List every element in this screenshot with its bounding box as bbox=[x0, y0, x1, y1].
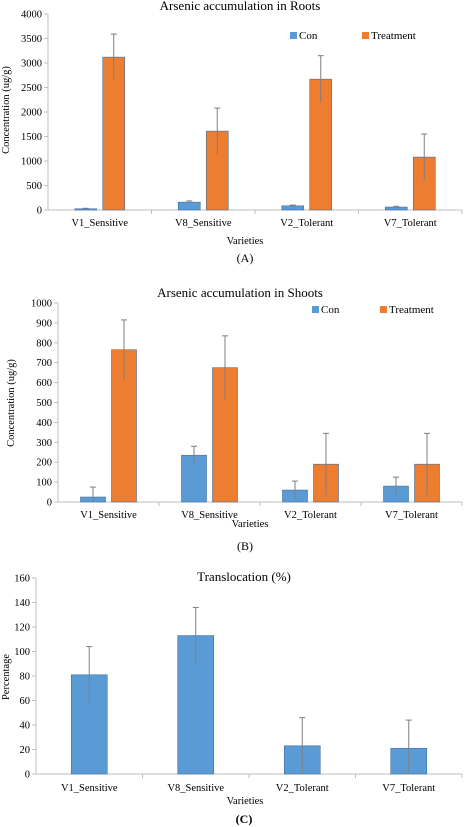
y-tick-label: 0 bbox=[25, 770, 30, 781]
x-axis-label: Varieties bbox=[227, 236, 264, 247]
y-tick-label: 2000 bbox=[21, 108, 42, 119]
x-tick-label: V7_Tolerant bbox=[384, 218, 437, 229]
chart-translocation: Translocation (%) Percentage Varieties (… bbox=[1, 569, 291, 826]
y-tick-label: 0 bbox=[37, 206, 42, 217]
chart-2-marks: 0 20 40 60 80 100 120 140 160 V1_Sensitive V8_Sens… bbox=[14, 574, 463, 794]
y-tick-label: 4000 bbox=[21, 10, 42, 21]
chart-title: Arsenic accumulation in Shoots bbox=[157, 285, 323, 300]
y-tick-label: 400 bbox=[36, 418, 52, 429]
panel-label: (C) bbox=[236, 812, 253, 826]
y-tick-label: 800 bbox=[36, 338, 52, 349]
y-tick-label: 160 bbox=[14, 574, 30, 585]
x-tick-label: V2_Tolerant bbox=[276, 783, 329, 794]
chart-roots: Arsenic accumulation in Roots Concentrat… bbox=[1, 0, 416, 265]
chart-title: Arsenic accumulation in Roots bbox=[160, 0, 321, 13]
y-tick-label: 3500 bbox=[21, 34, 42, 45]
chart-shoots: Arsenic accumulation in Shoots Concentra… bbox=[6, 285, 434, 553]
x-tick-label: V7_Tolerant bbox=[385, 510, 438, 521]
legend-label-treatment: Treatment bbox=[371, 30, 416, 42]
y-tick-label: 1000 bbox=[31, 299, 52, 310]
legend-label-con: Con bbox=[321, 304, 340, 316]
y-tick-label: 140 bbox=[14, 598, 30, 609]
legend-swatch-treatment bbox=[380, 306, 387, 313]
y-tick-label: 3000 bbox=[21, 59, 42, 70]
chart-title: Translocation (%) bbox=[197, 569, 291, 584]
legend-label-treatment: Treatment bbox=[389, 304, 434, 316]
x-tick-label: V2_Tolerant bbox=[284, 510, 337, 521]
y-tick-label: 600 bbox=[36, 378, 52, 389]
y-tick-label: 300 bbox=[36, 438, 52, 449]
legend: Con Treatment bbox=[312, 304, 434, 316]
x-tick-label: V2_Tolerant bbox=[280, 218, 333, 229]
y-tick-label: 40 bbox=[20, 721, 31, 732]
y-tick-label: 200 bbox=[36, 458, 52, 469]
y-axis-label: Percentage bbox=[1, 654, 12, 700]
y-tick-label: 2500 bbox=[21, 83, 42, 94]
legend: Con Treatment bbox=[290, 30, 416, 42]
x-tick-label: V1_Sensitive bbox=[80, 510, 137, 521]
legend-swatch-con bbox=[312, 306, 319, 313]
legend-swatch-con bbox=[290, 32, 297, 39]
y-tick-label: 0 bbox=[47, 498, 52, 509]
y-tick-label: 100 bbox=[36, 478, 52, 489]
x-tick-label: V8_Sensitive bbox=[181, 510, 238, 521]
y-tick-label: 120 bbox=[14, 623, 30, 634]
legend-label-con: Con bbox=[299, 30, 318, 42]
y-tick-label: 500 bbox=[26, 181, 42, 192]
y-tick-label: 20 bbox=[20, 745, 31, 756]
x-axis-label: Varieties bbox=[227, 796, 264, 807]
x-tick-label: V8_Sensitive bbox=[175, 218, 232, 229]
y-tick-label: 100 bbox=[14, 647, 30, 658]
y-axis-label: Concentration (ug/g) bbox=[1, 66, 12, 154]
x-tick-label: V8_Sensitive bbox=[167, 783, 224, 794]
y-axis-label: Concentration (ug/g) bbox=[6, 359, 17, 447]
x-axis-label: Varieties bbox=[232, 519, 269, 530]
chart-0-marks: 0 500 1000 1500 2000 2500 3000 3500 4000 V1_Sensi… bbox=[21, 10, 463, 229]
chart-1-marks: 0 100 200 300 400 500 600 700 800 900 1000 V1_Sensi… bbox=[31, 299, 463, 521]
y-tick-label: 80 bbox=[20, 672, 31, 683]
y-tick-label: 700 bbox=[36, 358, 52, 369]
panel-label: (A) bbox=[237, 251, 254, 265]
y-tick-label: 500 bbox=[36, 398, 52, 409]
y-tick-label: 1000 bbox=[21, 157, 42, 168]
y-tick-label: 1500 bbox=[21, 132, 42, 143]
panel-label: (B) bbox=[237, 539, 253, 553]
x-tick-label: V7_Tolerant bbox=[382, 783, 435, 794]
x-tick-label: V1_Sensitive bbox=[71, 218, 128, 229]
chart-marks: 05001000150020002500300035004000V1_Sensi… bbox=[14, 10, 463, 794]
y-tick-label: 900 bbox=[36, 318, 52, 329]
legend-swatch-treatment bbox=[362, 32, 369, 39]
x-tick-label: V1_Sensitive bbox=[61, 783, 118, 794]
y-tick-label: 60 bbox=[20, 696, 31, 707]
